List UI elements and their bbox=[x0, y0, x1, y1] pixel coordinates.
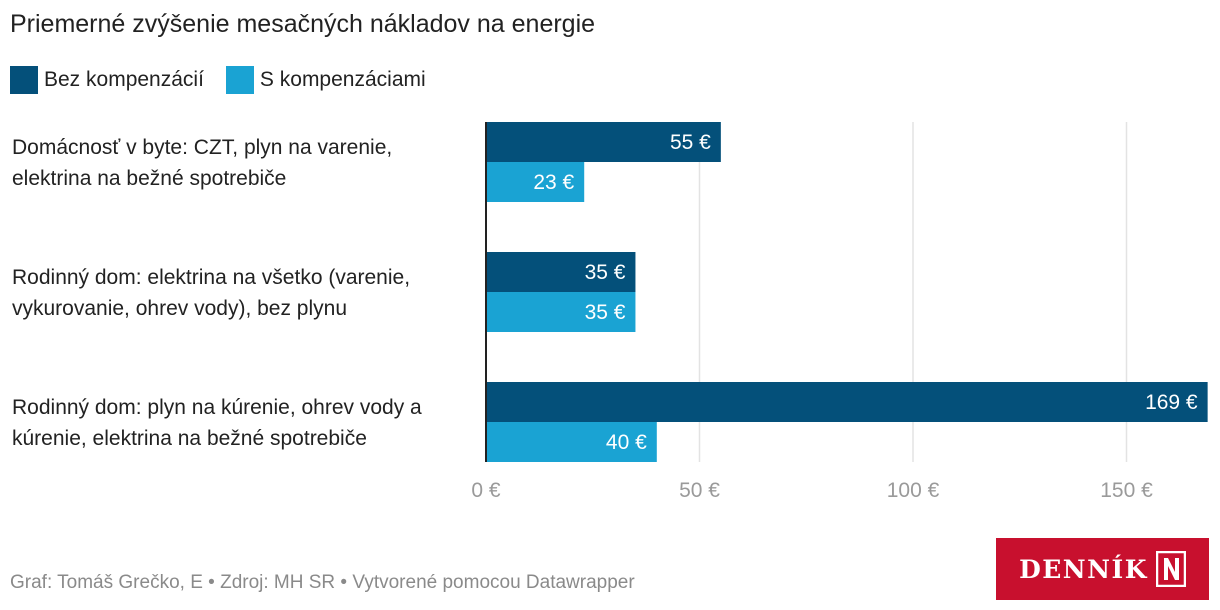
bar-bez-kompenzacie-0 bbox=[486, 122, 721, 162]
bar-value-label-1-0: 23 € bbox=[533, 171, 574, 194]
x-tick-label-100: 100 € bbox=[887, 479, 940, 502]
bar-bez-kompenzacie-2 bbox=[486, 382, 1208, 422]
bar-value-label-0-2: 169 € bbox=[1145, 391, 1198, 414]
x-tick-label-0: 0 € bbox=[471, 479, 501, 502]
bar-value-label-0-1: 35 € bbox=[585, 261, 626, 284]
logo-n-icon bbox=[1155, 551, 1186, 587]
bar-s-kompenzacie-1 bbox=[486, 292, 636, 332]
category-label-0-line-1: elektrina na bežné spotrebiče bbox=[12, 167, 286, 190]
legend: Bez kompenzácií S kompenzáciami bbox=[10, 66, 448, 94]
chart-title: Priemerné zvýšenie mesačných nákladov na… bbox=[10, 10, 596, 38]
legend-label-s-kompenzaciami: S kompenzáciami bbox=[259, 68, 426, 91]
x-tick-label-50: 50 € bbox=[679, 479, 720, 502]
logo-text: DENNÍK bbox=[1019, 554, 1148, 584]
category-label-0-line-0: Domácnosť v byte: CZT, plyn na varenie, bbox=[12, 136, 392, 159]
legend-item-bez-kompenzacii: Bez kompenzácií bbox=[10, 66, 204, 94]
category-label-2-line-0: Rodinný dom: plyn na kúrenie, ohrev vody… bbox=[12, 396, 422, 419]
bar-s-kompenzacie-0 bbox=[486, 162, 585, 202]
bar-value-label-0-0: 55 € bbox=[670, 131, 711, 154]
bar-bez-kompenzacie-1 bbox=[486, 252, 636, 292]
category-label-1-line-1: vykurovanie, ohrev vody), bez plynu bbox=[12, 297, 347, 320]
category-label-2-line-1: kúrenie, elektrina na bežné spotrebiče bbox=[12, 427, 367, 450]
bar-s-kompenzacie-2 bbox=[486, 422, 657, 462]
dennik-n-logo: DENNÍK bbox=[996, 538, 1209, 600]
category-label-1-line-0: Rodinný dom: elektrina na všetko (vareni… bbox=[12, 266, 410, 289]
legend-label-bez-kompenzacii: Bez kompenzácií bbox=[44, 68, 204, 91]
bar-value-label-1-1: 35 € bbox=[585, 301, 626, 324]
bar-value-label-1-2: 40 € bbox=[606, 431, 647, 454]
legend-item-s-kompenzaciami: S kompenzáciami bbox=[225, 66, 426, 94]
legend-swatch-bez-kompenzacii bbox=[10, 66, 38, 94]
footer-credit: Graf: Tomáš Grečko, E • Zdroj: MH SR • V… bbox=[10, 572, 635, 593]
bar-chart: 0 € 50 € 100 € 150 € 55 € 23 € Domácnosť v byt… bbox=[12, 122, 1208, 502]
legend-swatch-s-kompenzaciami bbox=[225, 66, 254, 94]
x-tick-label-150: 150 € bbox=[1100, 479, 1153, 502]
